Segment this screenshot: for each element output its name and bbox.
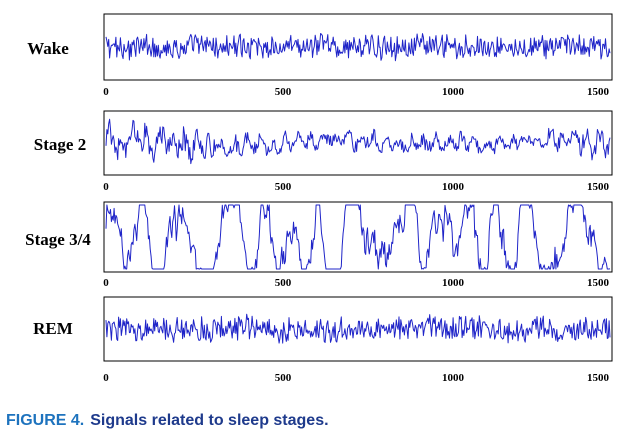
panel-stage-3-4: Stage 3/4 0 500 1000 1500 <box>25 201 613 289</box>
row-label-stage-3-4: Stage 3/4 <box>25 230 91 249</box>
x-tick-label-stage-3-4-1500: 1500 <box>587 277 610 289</box>
row-label-stage-2: Stage 2 <box>34 135 86 154</box>
x-tick-label-stage-2-1000: 1000 <box>442 181 465 193</box>
x-tick-label-stage-3-4-0: 0 <box>103 277 109 289</box>
x-tick-label-wake-500: 500 <box>275 86 292 98</box>
panel-frame-stage-2 <box>103 110 613 176</box>
figure-number: FIGURE 4. <box>6 412 85 429</box>
signal-trace-stage-3-4 <box>105 204 611 270</box>
x-tick-label-rem-0: 0 <box>103 372 109 384</box>
signal-trace-rem <box>105 313 611 344</box>
x-tick-label-wake-1000: 1000 <box>442 86 465 98</box>
signal-trace-wake <box>105 33 611 62</box>
panel-stage-2: Stage 2 0 500 1000 1500 <box>34 110 613 193</box>
x-tick-label-rem-1000: 1000 <box>442 372 465 384</box>
x-tick-label-wake-1500: 1500 <box>587 86 610 98</box>
row-label-rem: REM <box>33 319 73 338</box>
panel-rem: REM 0 500 1000 1500 <box>33 296 613 384</box>
x-tick-label-stage-2-0: 0 <box>103 181 109 193</box>
x-tick-label-stage-3-4-1000: 1000 <box>442 277 465 289</box>
figure-caption-text: Signals related to sleep stages. <box>90 412 329 429</box>
x-tick-label-rem-500: 500 <box>275 372 292 384</box>
row-label-wake: Wake <box>27 39 69 58</box>
signal-trace-stage-2 <box>105 118 611 165</box>
x-tick-label-rem-1500: 1500 <box>587 372 610 384</box>
figure-caption: FIGURE 4. Signals related to sleep stages… <box>6 412 329 430</box>
x-tick-label-wake-0: 0 <box>103 86 109 98</box>
panel-wake: Wake 0 500 1000 1500 <box>27 13 613 98</box>
x-tick-label-stage-3-4-500: 500 <box>275 277 292 289</box>
x-tick-label-stage-2-1500: 1500 <box>587 181 610 193</box>
panel-frame-stage-3-4 <box>103 201 613 273</box>
x-tick-label-stage-2-500: 500 <box>275 181 292 193</box>
